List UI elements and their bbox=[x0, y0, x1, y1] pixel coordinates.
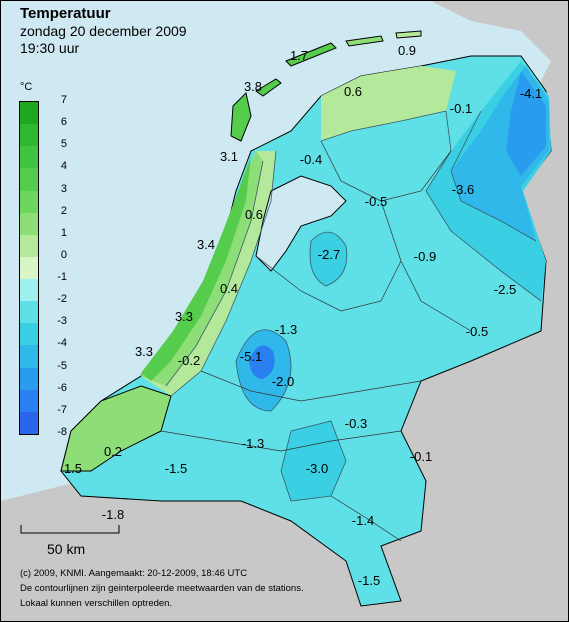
value-label: -2.7 bbox=[318, 247, 340, 262]
value-label: -1.4 bbox=[352, 513, 374, 528]
legend-tick-label: 4 bbox=[60, 160, 67, 173]
value-label: -0.1 bbox=[450, 101, 472, 116]
value-label: 0.6 bbox=[344, 84, 362, 99]
value-label: -2.5 bbox=[494, 282, 516, 297]
legend-tick-label: -1 bbox=[57, 271, 67, 284]
legend-band bbox=[20, 411, 38, 435]
legend-band bbox=[20, 146, 38, 169]
legend-tick-label: -4 bbox=[57, 337, 67, 350]
legend-band bbox=[20, 234, 38, 258]
legend-tick-label: -7 bbox=[57, 403, 67, 416]
value-label: 1.5 bbox=[64, 461, 82, 476]
credit-line: Lokaal kunnen verschillen optreden. bbox=[20, 598, 173, 609]
value-label: -0.5 bbox=[466, 324, 488, 339]
value-label: -3.0 bbox=[306, 461, 328, 476]
station-values: 1.7 0.9 3.8 0.6 -0.1 -4.1 3.1 -0.4 -3.6 … bbox=[64, 43, 542, 588]
legend-band bbox=[20, 256, 38, 280]
legend-tick-label: -6 bbox=[57, 381, 67, 394]
map-date: zondag 20 december 2009 bbox=[20, 23, 187, 39]
value-label: -0.4 bbox=[300, 152, 322, 167]
value-label: -1.5 bbox=[358, 573, 380, 588]
ijsselmeer bbox=[255, 175, 347, 272]
region-ijssel-cold bbox=[310, 232, 347, 286]
legend-band bbox=[20, 323, 38, 346]
island-texel bbox=[230, 91, 252, 142]
region-north-mild bbox=[321, 66, 456, 141]
value-label: 3.4 bbox=[197, 237, 215, 252]
value-label: 1.7 bbox=[290, 48, 308, 63]
contour-lines bbox=[165, 110, 542, 502]
value-label: -2.0 bbox=[272, 374, 294, 389]
province-borders bbox=[160, 140, 472, 542]
value-label: -0.1 bbox=[410, 449, 432, 464]
island-schiermonnikoog bbox=[395, 30, 422, 39]
color-legend bbox=[19, 101, 39, 435]
island-vlieland bbox=[255, 78, 282, 97]
legend-tick-label: -2 bbox=[57, 293, 67, 306]
value-label: -1.3 bbox=[275, 322, 297, 337]
value-label: 3.3 bbox=[135, 344, 153, 359]
legend-band bbox=[20, 124, 38, 147]
scale-bar-label: 50 km bbox=[47, 541, 86, 557]
value-label: -1.3 bbox=[242, 436, 264, 451]
legend-band bbox=[20, 279, 38, 302]
legend-band bbox=[20, 389, 38, 413]
legend-tick-label: 6 bbox=[60, 116, 67, 129]
legend-tick-label: 1 bbox=[60, 226, 67, 239]
legend-tick-label: 0 bbox=[60, 248, 67, 261]
legend-band bbox=[20, 168, 38, 192]
value-label: 3.8 bbox=[244, 79, 262, 94]
legend-tick-label: -5 bbox=[57, 359, 67, 372]
value-label: 0.9 bbox=[398, 43, 416, 58]
map-title: Temperatuur bbox=[20, 5, 111, 22]
value-label: -0.5 bbox=[365, 194, 387, 209]
legend-band bbox=[20, 102, 38, 125]
value-label: 3.1 bbox=[220, 149, 238, 164]
value-label: -4.1 bbox=[520, 86, 542, 101]
value-label: 0.4 bbox=[220, 281, 238, 296]
legend-tick-label: -8 bbox=[57, 426, 67, 438]
legend-tick-label: 7 bbox=[60, 94, 67, 106]
legend-band bbox=[20, 212, 38, 236]
value-label: -1.8 bbox=[102, 507, 124, 522]
credit-line: De contourlijnen zijn geinterpoleerde me… bbox=[20, 583, 304, 594]
map-time: 19:30 uur bbox=[20, 40, 80, 56]
value-label: -3.6 bbox=[452, 182, 474, 197]
value-label: 0.2 bbox=[104, 444, 122, 459]
value-label: 3.3 bbox=[175, 309, 193, 324]
island-ameland bbox=[345, 35, 384, 47]
legend-band bbox=[20, 301, 38, 324]
legend-band bbox=[20, 190, 38, 214]
legend-band bbox=[20, 367, 38, 391]
value-label: -5.1 bbox=[240, 349, 262, 364]
foreign-land-east bbox=[331, 1, 568, 621]
island-terschelling bbox=[285, 42, 337, 67]
region-east-coldest bbox=[506, 71, 546, 176]
value-label: -0.3 bbox=[345, 416, 367, 431]
region-central-coldest bbox=[249, 345, 275, 379]
value-label: -0.2 bbox=[178, 353, 200, 368]
legend-tick-label: 3 bbox=[60, 182, 67, 195]
legend-unit: °C bbox=[20, 81, 33, 93]
legend-tick-label: 5 bbox=[60, 138, 67, 151]
legend-tick-label: -3 bbox=[57, 315, 67, 328]
scale-bar bbox=[20, 525, 120, 534]
legend-band bbox=[20, 345, 38, 369]
legend-tick-label: 2 bbox=[60, 204, 67, 217]
credit-line: (c) 2009, KNMI. Aangemaakt: 20-12-2009, … bbox=[20, 568, 248, 579]
value-label: -1.5 bbox=[165, 461, 187, 476]
value-label: 0.6 bbox=[245, 207, 263, 222]
value-label: -0.9 bbox=[414, 249, 436, 264]
